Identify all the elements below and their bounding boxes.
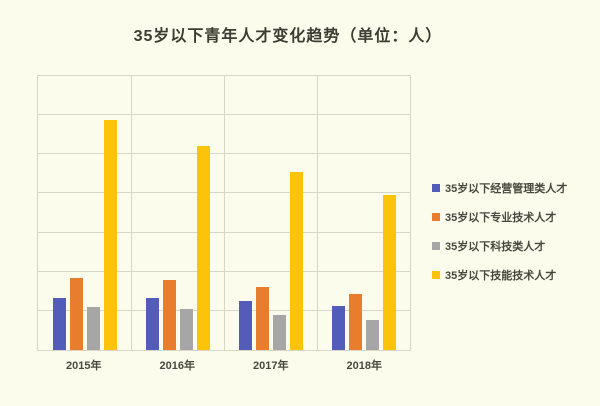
bar	[331, 306, 345, 350]
legend-swatch-icon	[432, 242, 440, 250]
legend-item: 35岁以下经营管理类人才	[432, 180, 567, 196]
x-axis-label: 2017年	[253, 360, 289, 372]
bar-groups	[38, 76, 410, 350]
bar	[52, 297, 66, 350]
bar	[238, 301, 252, 350]
legend-item: 35岁以下技能技术人才	[432, 267, 567, 283]
x-axis-label: 2015年	[66, 360, 102, 372]
bar	[179, 309, 193, 350]
legend: 35岁以下经营管理类人才 35岁以下专业技术人才 35岁以下科技类人才 35岁以下技能…	[432, 180, 567, 283]
x-gridline	[317, 76, 318, 350]
x-axis-label: 2016年	[159, 360, 195, 372]
bar	[145, 298, 159, 350]
chart-title: 35岁以下青年人才变化趋势（单位：人）	[133, 28, 443, 45]
x-gridline	[131, 76, 132, 350]
bar	[272, 315, 286, 350]
bar	[103, 119, 117, 350]
bar	[86, 307, 100, 350]
legend-item: 35岁以下专业技术人才	[432, 209, 567, 225]
bar	[255, 287, 269, 350]
legend-label: 35岁以下技能技术人才	[445, 270, 557, 282]
legend-label: 35岁以下经营管理类人才	[445, 183, 568, 195]
legend-swatch-icon	[432, 184, 440, 192]
bar	[162, 280, 176, 350]
bar-group-2016年	[131, 76, 224, 350]
bar-group-2015年	[38, 76, 131, 350]
legend-swatch-icon	[432, 213, 440, 221]
bar	[382, 195, 396, 350]
legend-label: 35岁以下科技类人才	[445, 241, 546, 253]
bar	[69, 278, 83, 350]
plot-area	[37, 75, 411, 351]
legend-swatch-icon	[432, 271, 440, 279]
bar-group-2017年	[224, 76, 317, 350]
bar	[348, 294, 362, 350]
bar	[365, 320, 379, 350]
legend-item: 35岁以下科技类人才	[432, 238, 567, 254]
x-axis-labels: 2015年 2016年 2017年 2018年	[37, 357, 411, 373]
bar	[289, 172, 303, 350]
bar	[196, 145, 210, 350]
legend-label: 35岁以下专业技术人才	[445, 212, 557, 224]
x-gridline	[224, 76, 225, 350]
x-axis-label: 2018年	[346, 360, 382, 372]
bar-group-2018年	[317, 76, 410, 350]
